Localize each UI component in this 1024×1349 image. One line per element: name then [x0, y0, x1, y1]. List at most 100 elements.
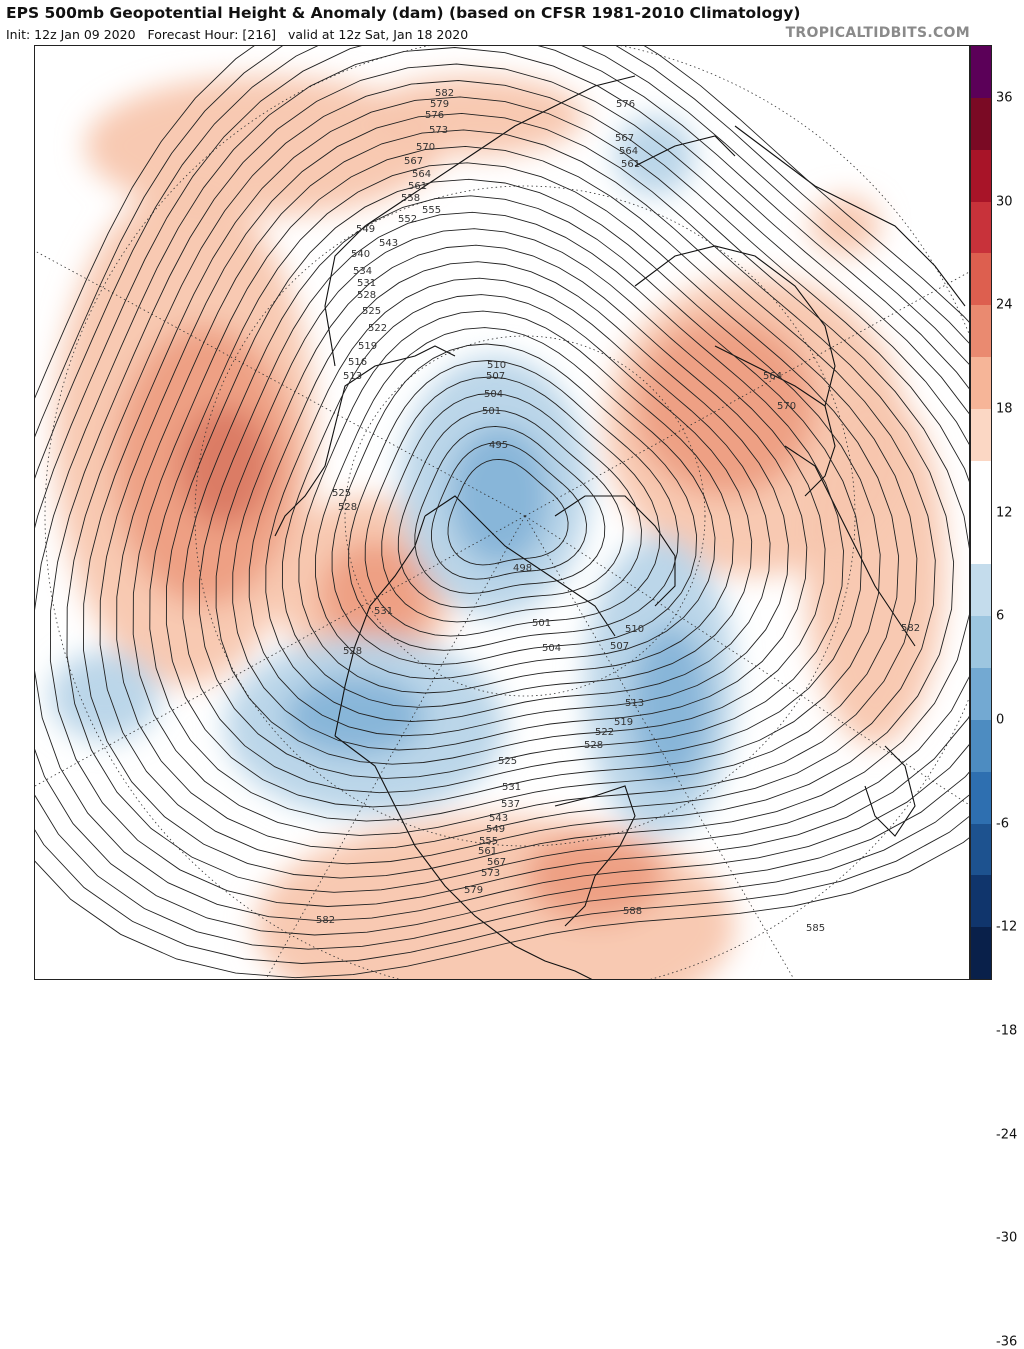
colorbar-segment — [971, 408, 991, 462]
height-contour-21 — [99, 112, 955, 865]
contour-label-33: 504 — [542, 643, 561, 654]
contour-label-42: 537 — [501, 799, 520, 810]
anomaly-colorbar — [970, 45, 992, 980]
height-contours — [35, 46, 969, 979]
contour-label-16: 528 — [357, 290, 376, 301]
colorbar-segment — [971, 616, 991, 669]
height-contour-22 — [83, 96, 969, 879]
colorbar-segment — [971, 305, 991, 358]
contour-labels: 5825795765735705675645615585555525495435… — [316, 88, 920, 934]
contour-label-58: 564 — [763, 371, 782, 382]
contour-label-4: 570 — [416, 142, 435, 153]
contour-label-51: 582 — [316, 915, 335, 926]
contour-label-40: 525 — [498, 756, 517, 767]
positive-anomaly-8 — [635, 316, 815, 496]
height-contour-10 — [281, 294, 753, 708]
colorbar-segment — [971, 771, 991, 824]
height-contour-0 — [447, 458, 569, 566]
map-panel: 582 579 576 573 570 567 564 561 558 555 552 549 543 5… — [34, 45, 970, 980]
height-contour-14 — [215, 228, 826, 765]
height-contour-29 — [35, 46, 969, 979]
contour-label-37: 519 — [614, 717, 633, 728]
colorbar-tick-label: 0 — [996, 712, 1005, 728]
contour-label-35: 507 — [610, 641, 629, 652]
contour-label-26: 495 — [489, 440, 508, 451]
contour-label-3: 573 — [429, 125, 448, 136]
colorbar-tick-label: 6 — [996, 608, 1005, 624]
contour-label-57: 561 — [621, 159, 640, 170]
contour-label-12: 543 — [379, 238, 398, 249]
height-contour-17 — [165, 178, 881, 808]
height-contour-7 — [331, 343, 698, 666]
contour-label-6: 564 — [412, 169, 431, 180]
colorbar-tick-label: -36 — [996, 1334, 1018, 1349]
contour-label-41: 531 — [502, 782, 521, 793]
contour-label-50: 588 — [623, 906, 642, 917]
height-contour-1 — [431, 442, 587, 580]
contour-label-11: 549 — [356, 224, 375, 235]
contour-label-19: 519 — [358, 341, 377, 352]
negative-anomaly-18 — [630, 626, 710, 786]
contour-label-56: 564 — [619, 146, 638, 157]
height-contour-13 — [232, 244, 808, 751]
colorbar-segment — [971, 357, 991, 410]
colorbar-segment — [971, 927, 991, 980]
contour-label-49: 579 — [464, 885, 483, 896]
negative-anomaly-19 — [50, 651, 160, 741]
colorbar-segment — [971, 460, 991, 513]
contour-label-59: 570 — [777, 401, 796, 412]
height-contour-6 — [348, 360, 679, 651]
height-contour-27 — [35, 46, 969, 950]
colorbar-tick-label: -24 — [996, 1127, 1018, 1142]
colorbar-tick-label: -12 — [996, 919, 1018, 935]
contour-label-32: 501 — [532, 618, 551, 629]
source-watermark[interactable]: TROPICALTIDBITS.COM — [785, 25, 970, 41]
colorbar-tick-label: 24 — [996, 297, 1013, 313]
height-contour-11 — [265, 277, 771, 722]
height-contour-19 — [132, 145, 918, 836]
contour-label-53: 582 — [901, 623, 920, 634]
geopotential-map: 5825795765735705675645615585555525495435… — [35, 46, 969, 979]
contour-label-21: 513 — [343, 371, 362, 382]
height-contour-18 — [149, 162, 900, 822]
colorbar-tick-label: 18 — [996, 401, 1013, 417]
colorbar-tick-label: 12 — [996, 505, 1013, 520]
negative-anomaly-16 — [285, 676, 425, 756]
height-contour-23 — [66, 80, 969, 893]
contour-label-22: 510 — [487, 360, 506, 371]
colorbar-segment — [971, 668, 991, 721]
colorbar-segment — [971, 512, 991, 565]
contour-label-52: 585 — [806, 923, 825, 934]
height-contour-20 — [116, 129, 936, 851]
colorbar-tick-label: -18 — [996, 1023, 1018, 1039]
init-time: Init: 12z Jan 09 2020 — [6, 27, 136, 42]
contour-label-43: 543 — [489, 813, 508, 824]
contour-label-24: 504 — [484, 389, 503, 400]
contour-label-0: 582 — [435, 88, 454, 99]
contour-label-23: 507 — [486, 371, 505, 382]
contour-label-31: 528 — [343, 646, 362, 657]
forecast-hour: Forecast Hour: [216] — [147, 27, 277, 42]
height-contour-4 — [381, 393, 642, 623]
colorbar-segment — [971, 201, 991, 254]
height-contour-26 — [35, 46, 969, 936]
contour-label-28: 528 — [338, 502, 357, 513]
colorbar-segment — [971, 823, 991, 876]
height-contour-16 — [182, 195, 863, 794]
colorbar-tick-label: -6 — [996, 816, 1009, 831]
contour-label-45: 555 — [479, 836, 498, 847]
forecast-info: Init: 12z Jan 09 2020 Forecast Hour: [21… — [6, 27, 468, 42]
map-title: EPS 500mb Geopotential Height & Anomaly … — [6, 4, 801, 22]
height-contour-5 — [364, 376, 661, 637]
height-contour-2 — [414, 425, 606, 594]
colorbar-segment — [971, 253, 991, 306]
contour-label-14: 534 — [353, 266, 372, 277]
contour-label-1: 579 — [430, 99, 449, 110]
height-contour-24 — [49, 63, 969, 907]
contour-label-54: 576 — [616, 99, 635, 110]
positive-anomaly-6 — [365, 76, 585, 156]
contour-label-29: 498 — [513, 563, 532, 574]
colorbar-segment — [971, 875, 991, 928]
contour-label-39: 528 — [584, 740, 603, 751]
height-contour-3 — [397, 409, 624, 609]
